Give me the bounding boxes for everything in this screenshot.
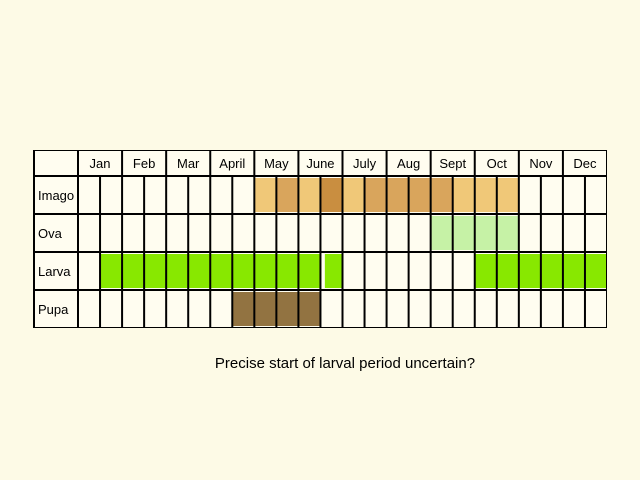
segment-imago-10 bbox=[474, 178, 497, 212]
month-label-june: June bbox=[306, 156, 334, 171]
month-label-jan: Jan bbox=[90, 156, 111, 171]
segment-imago-2 bbox=[298, 178, 321, 212]
month-label-aug: Aug bbox=[397, 156, 420, 171]
segment-imago-5 bbox=[364, 178, 387, 212]
stage-label-larva: Larva bbox=[38, 264, 71, 279]
segment-imago-4 bbox=[342, 178, 365, 212]
month-label-dec: Dec bbox=[573, 156, 597, 171]
month-label-nov: Nov bbox=[529, 156, 553, 171]
segment-imago-6 bbox=[386, 178, 409, 212]
stage-label-pupa: Pupa bbox=[38, 302, 69, 317]
month-label-may: May bbox=[264, 156, 289, 171]
segment-imago-7 bbox=[408, 178, 431, 212]
segment-imago-0 bbox=[254, 178, 277, 212]
month-label-feb: Feb bbox=[133, 156, 155, 171]
month-label-sept: Sept bbox=[439, 156, 466, 171]
stage-label-ova: Ova bbox=[38, 226, 63, 241]
month-label-april: April bbox=[219, 156, 245, 171]
segment-imago-1 bbox=[276, 178, 299, 212]
month-label-oct: Oct bbox=[487, 156, 508, 171]
segment-imago-11 bbox=[496, 178, 519, 212]
segment-imago-3 bbox=[320, 178, 343, 212]
month-label-mar: Mar bbox=[177, 156, 200, 171]
segment-imago-8 bbox=[430, 178, 453, 212]
stage-label-imago: Imago bbox=[38, 188, 74, 203]
life-cycle-chart: Jan Feb Mar April May June July Aug Sept Oct Nov De… bbox=[33, 150, 607, 328]
uncertainty-note: Precise start of larval period uncertain… bbox=[214, 355, 476, 372]
segment-larva-1 bbox=[324, 254, 343, 288]
segment-imago-9 bbox=[452, 178, 475, 212]
month-label-july: July bbox=[353, 156, 377, 171]
